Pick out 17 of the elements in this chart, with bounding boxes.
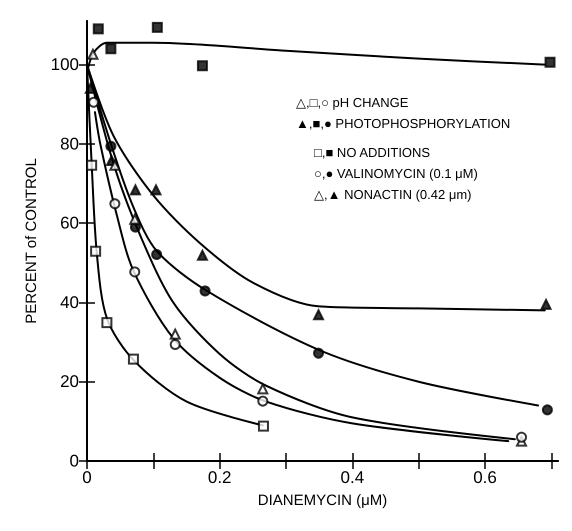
y-axis-title: PERCENT of CONTROL bbox=[23, 158, 40, 324]
y-tick-label: 100 bbox=[50, 55, 79, 74]
x-tick-label: 0.6 bbox=[473, 468, 497, 487]
x-tick-label: 0.4 bbox=[340, 468, 364, 487]
x-tick-label: 0 bbox=[82, 468, 92, 487]
annotation: △,▲ NONACTIN (0.42 μm) bbox=[314, 187, 472, 202]
annotation: □,■ NO ADDITIONS bbox=[314, 145, 430, 160]
y-tick-label: 60 bbox=[60, 214, 79, 233]
annotation: ▲,■,● PHOTOPHOSPHORYLATION bbox=[296, 116, 510, 131]
x-tick-label: 0.2 bbox=[208, 468, 232, 487]
annotation: △,□,○ pH CHANGE bbox=[296, 95, 409, 110]
y-tick-label: 40 bbox=[60, 292, 79, 312]
y-tick-label: 20 bbox=[60, 372, 79, 392]
annotation: ○,● VALINOMYCIN (0.1 μM) bbox=[314, 166, 478, 181]
y-tick-label: 80 bbox=[60, 134, 79, 154]
y-tick-label: 0 bbox=[70, 452, 79, 470]
x-axis-title: DIANEMYCIN (μM) bbox=[258, 492, 388, 509]
